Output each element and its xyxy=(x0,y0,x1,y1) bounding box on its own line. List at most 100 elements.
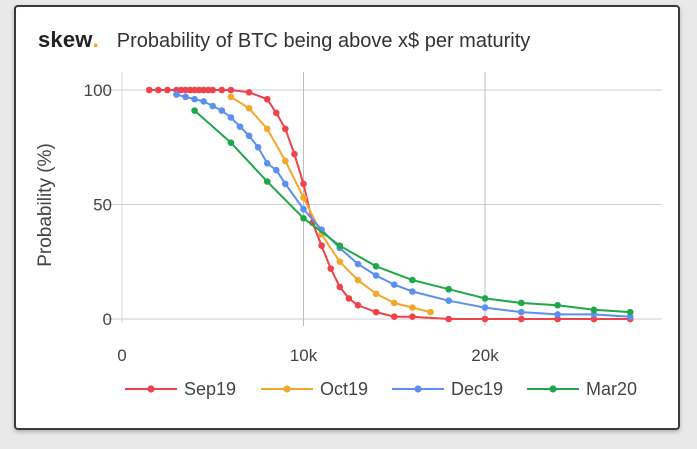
data-point-sep19 xyxy=(300,180,307,188)
data-point-sep19 xyxy=(336,283,344,291)
data-point-sep19 xyxy=(318,242,325,250)
data-point-sep19 xyxy=(204,86,212,94)
data-point-oct19 xyxy=(336,258,344,266)
x-tick-label: 20k xyxy=(471,346,499,365)
data-point-dec19 xyxy=(518,308,525,316)
chart-header: skew. Probability of BTC being above x$ … xyxy=(38,27,530,57)
data-point-sep19 xyxy=(291,150,298,158)
y-tick-label: 100 xyxy=(84,81,112,100)
legend-label-dec19: Dec19 xyxy=(451,379,503,399)
data-point-sep19 xyxy=(372,308,380,316)
legend-swatch-marker xyxy=(549,385,557,393)
data-point-sep19 xyxy=(282,125,289,133)
data-point-sep19 xyxy=(272,109,280,117)
data-point-sep19 xyxy=(209,86,217,94)
chart-card: skew. Probability of BTC being above x$ … xyxy=(14,5,680,430)
data-point-dec19 xyxy=(191,95,198,103)
data-point-oct19 xyxy=(263,125,271,133)
data-point-sep19 xyxy=(554,315,561,323)
data-point-mar20 xyxy=(518,299,525,307)
data-point-sep19 xyxy=(263,95,271,103)
data-point-mar20 xyxy=(263,178,271,185)
data-point-dec19 xyxy=(354,260,362,268)
legend-label-sep19: Sep19 xyxy=(184,379,236,399)
skew-logo: skew xyxy=(38,27,93,52)
legend-swatch-marker xyxy=(414,385,422,393)
legend-label-oct19: Oct19 xyxy=(320,379,368,399)
data-point-oct19 xyxy=(282,157,289,165)
data-point-dec19 xyxy=(372,272,380,279)
data-point-dec19 xyxy=(173,91,180,98)
chart-title: Probability of BTC being above x$ per ma… xyxy=(116,30,531,52)
y-tick-label: 0 xyxy=(103,310,112,329)
data-point-dec19 xyxy=(626,313,634,321)
data-point-dec19 xyxy=(245,132,253,140)
data-point-sep19 xyxy=(481,315,489,323)
data-point-sep19 xyxy=(155,86,162,94)
data-point-oct19 xyxy=(390,299,398,307)
data-point-dec19 xyxy=(554,311,561,318)
data-point-dec19 xyxy=(445,297,453,304)
data-point-dec19 xyxy=(200,98,207,105)
data-point-sep19 xyxy=(227,86,235,94)
data-point-oct19 xyxy=(372,290,380,298)
data-point-oct19 xyxy=(409,304,416,311)
data-point-sep19 xyxy=(186,86,194,94)
data-point-mar20 xyxy=(227,139,235,146)
data-point-sep19 xyxy=(195,86,203,94)
data-point-mar20 xyxy=(409,276,416,284)
data-point-sep19 xyxy=(173,86,180,94)
data-point-oct19 xyxy=(245,105,253,112)
data-point-mar20 xyxy=(191,107,198,114)
data-point-oct19 xyxy=(227,93,235,101)
data-point-sep19 xyxy=(200,86,207,94)
data-point-dec19 xyxy=(263,159,271,167)
data-point-sep19 xyxy=(445,315,453,323)
x-tick-label: 10k xyxy=(290,346,318,365)
data-point-sep19 xyxy=(245,88,253,96)
data-point-sep19 xyxy=(164,86,171,94)
skew-logo-dot: . xyxy=(92,27,99,52)
data-point-mar20 xyxy=(590,306,598,314)
data-point-sep19 xyxy=(218,86,226,94)
data-point-dec19 xyxy=(209,102,217,110)
data-point-mar20 xyxy=(336,242,344,250)
series-line-dec19 xyxy=(176,93,631,318)
legend-label-mar20: Mar20 xyxy=(586,379,637,399)
data-point-sep19 xyxy=(590,315,598,323)
data-point-dec19 xyxy=(390,281,398,288)
data-point-sep19 xyxy=(191,86,198,94)
data-point-dec19 xyxy=(254,143,262,151)
data-point-oct19 xyxy=(427,308,434,316)
data-point-dec19 xyxy=(300,205,307,213)
data-point-sep19 xyxy=(182,86,189,94)
data-point-dec19 xyxy=(236,123,244,130)
data-point-mar20 xyxy=(554,301,561,309)
data-point-mar20 xyxy=(300,214,307,222)
data-point-dec19 xyxy=(227,114,235,121)
data-point-mar20 xyxy=(626,308,634,316)
data-point-mar20 xyxy=(445,285,453,293)
data-point-dec19 xyxy=(182,93,189,101)
data-point-sep19 xyxy=(409,313,416,321)
data-point-dec19 xyxy=(481,304,489,311)
data-point-mar20 xyxy=(481,295,489,302)
data-point-sep19 xyxy=(345,295,353,302)
y-axis-title: Probability (%) xyxy=(35,143,56,267)
data-point-sep19 xyxy=(327,265,335,272)
data-point-dec19 xyxy=(590,311,598,318)
data-point-mar20 xyxy=(372,263,380,270)
y-tick-label: 50 xyxy=(93,196,112,215)
data-point-dec19 xyxy=(282,180,289,188)
data-point-sep19 xyxy=(145,86,153,94)
data-point-sep19 xyxy=(518,315,525,323)
data-point-dec19 xyxy=(272,166,280,174)
data-point-dec19 xyxy=(409,288,416,295)
legend-swatch-marker xyxy=(147,385,155,393)
data-point-dec19 xyxy=(218,107,226,114)
data-point-sep19 xyxy=(177,86,185,94)
legend-swatch-marker xyxy=(283,385,291,393)
data-point-sep19 xyxy=(354,301,362,309)
x-tick-label: 0 xyxy=(117,346,126,365)
data-point-oct19 xyxy=(300,194,307,201)
